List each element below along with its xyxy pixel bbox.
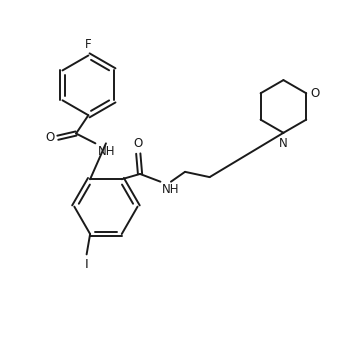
- Text: O: O: [45, 131, 54, 144]
- Text: N: N: [279, 137, 288, 150]
- Text: F: F: [85, 38, 92, 51]
- Text: I: I: [85, 258, 89, 271]
- Text: NH: NH: [98, 145, 115, 158]
- Text: NH: NH: [162, 183, 180, 196]
- Text: O: O: [310, 87, 320, 100]
- Text: O: O: [134, 137, 143, 150]
